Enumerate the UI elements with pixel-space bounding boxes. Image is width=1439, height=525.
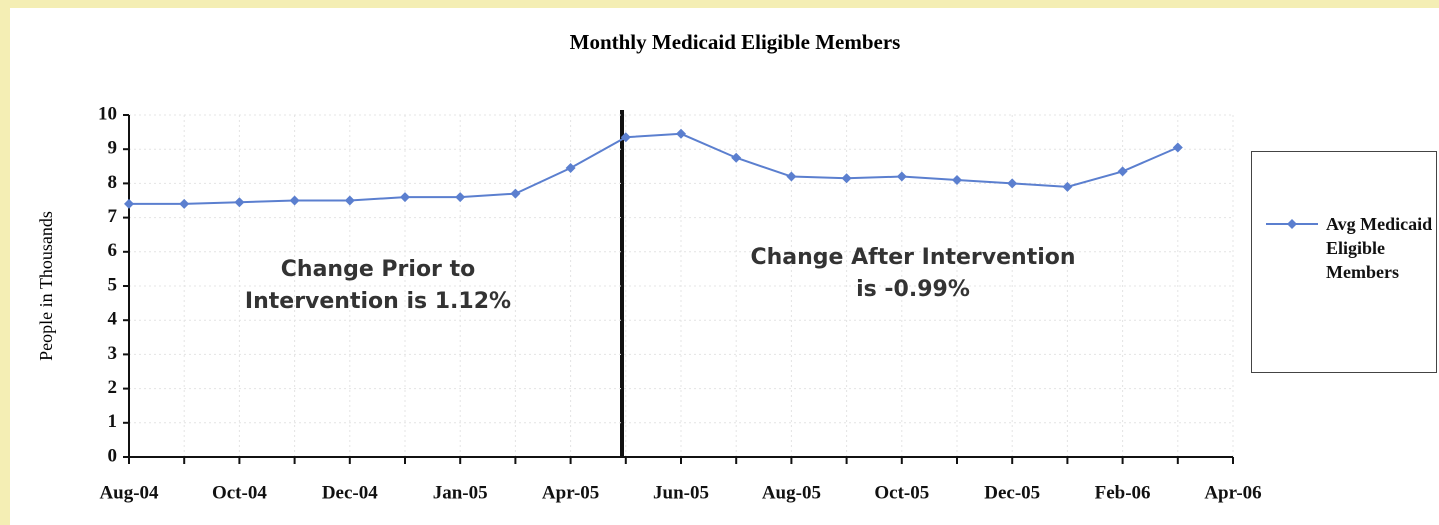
data-point xyxy=(676,128,686,139)
x-tick-label: Oct-04 xyxy=(212,482,267,503)
legend-marker xyxy=(1287,219,1297,229)
y-tick-label: 7 xyxy=(108,206,118,227)
x-tick-label: Jun-05 xyxy=(653,482,709,503)
y-tick-label: 0 xyxy=(108,445,118,466)
x-tick-label: Feb-06 xyxy=(1095,482,1151,503)
y-tick-label: 3 xyxy=(108,343,118,364)
data-point xyxy=(1172,142,1183,153)
x-tick-label: Apr-06 xyxy=(1204,482,1261,503)
x-tick-label: Oct-05 xyxy=(874,482,929,503)
y-tick-label: 6 xyxy=(108,240,118,261)
data-point xyxy=(565,163,576,174)
x-tick-label: Jan-05 xyxy=(433,482,488,503)
data-point xyxy=(289,195,300,206)
y-tick-label: 1 xyxy=(108,411,118,432)
y-axis-label: People in Thousands xyxy=(36,211,56,361)
annotation: Intervention is 1.12% xyxy=(245,289,511,314)
x-tick-label: Aug-04 xyxy=(99,482,159,503)
data-point xyxy=(400,192,410,203)
data-point xyxy=(786,171,797,182)
data-point xyxy=(896,171,907,182)
x-tick-label: Apr-05 xyxy=(542,482,599,503)
chart-title: Monthly Medicaid Eligible Members xyxy=(570,30,901,54)
x-tick-label: Dec-04 xyxy=(322,482,378,503)
legend-swatch xyxy=(1266,219,1318,229)
frame xyxy=(10,8,1439,525)
data-point xyxy=(1062,181,1073,192)
data-point xyxy=(179,198,190,209)
data-point xyxy=(455,192,466,203)
x-tick-label: Dec-05 xyxy=(984,482,1040,503)
data-point xyxy=(952,174,962,185)
y-tick-label: 2 xyxy=(108,377,118,398)
data-point xyxy=(620,132,631,143)
data-point xyxy=(841,173,852,184)
x-tick-label: Aug-05 xyxy=(762,482,821,503)
y-tick-label: 8 xyxy=(108,172,118,193)
y-tick-label: 9 xyxy=(108,138,118,159)
annotation: Change After Intervention xyxy=(750,245,1075,270)
data-point xyxy=(1007,178,1018,189)
data-point xyxy=(731,152,742,163)
data-point xyxy=(124,198,134,209)
y-tick-label: 5 xyxy=(108,274,118,295)
series-line xyxy=(129,132,1179,205)
data-point xyxy=(344,195,355,206)
data-point xyxy=(234,197,245,208)
y-tick-label: 4 xyxy=(108,309,118,330)
legend: Avg Medicaid Eligible Members xyxy=(1251,151,1437,373)
legend-label: Avg Medicaid Eligible Members xyxy=(1326,214,1433,282)
annotation: is -0.99% xyxy=(856,277,970,302)
annotation: Change Prior to xyxy=(281,257,475,282)
data-point xyxy=(510,188,521,199)
y-tick-label: 10 xyxy=(98,103,117,124)
data-point xyxy=(1117,166,1128,177)
